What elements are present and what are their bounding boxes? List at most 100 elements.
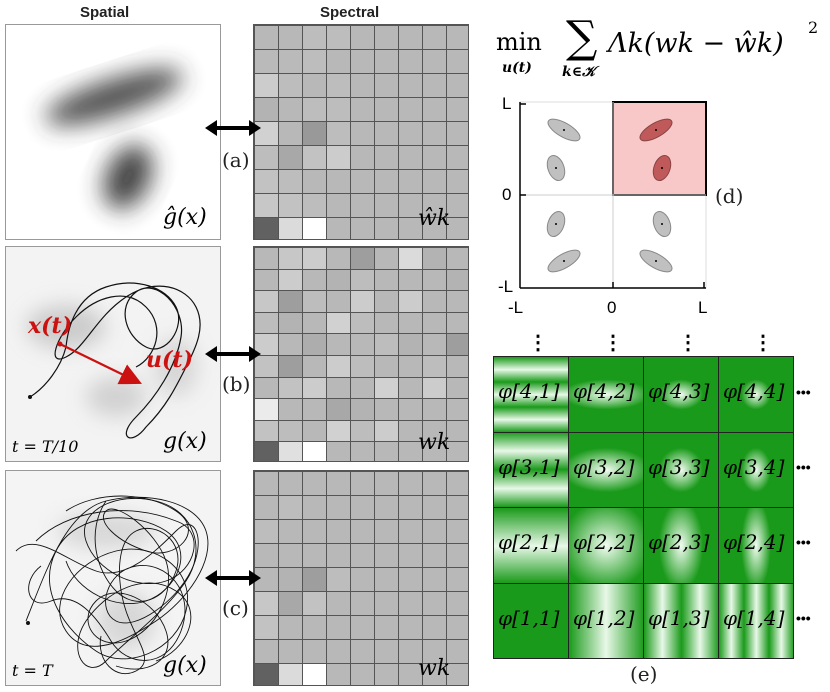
spectral-cell (302, 639, 327, 664)
spectral-grid-c (253, 470, 469, 686)
basis-label: φ[2,3] (648, 530, 710, 554)
spectral-cell (374, 97, 399, 122)
spectral-cell (374, 145, 399, 170)
basis-cell: φ[3,1] (493, 431, 569, 508)
double-arrow-icon-a (205, 120, 261, 136)
spectral-cell (374, 193, 399, 218)
spectral-cell (446, 169, 468, 194)
y-tick-top: L (502, 94, 512, 113)
spectral-cell (278, 441, 303, 461)
spectral-cell (350, 495, 375, 520)
spectral-cell (326, 25, 351, 50)
spectral-cell (422, 333, 447, 356)
spectral-cell (374, 591, 399, 616)
spectral-cell (398, 567, 423, 592)
spectral-cell (350, 169, 375, 194)
spectral-cell (422, 97, 447, 122)
basis-label: φ[1,2] (573, 605, 635, 630)
spectral-cell (374, 217, 399, 239)
spectral-cell (374, 495, 399, 520)
basis-label: φ[3,2] (573, 454, 635, 479)
spectral-cell (350, 519, 375, 544)
spectral-cell (446, 441, 468, 461)
spectral-cell (326, 376, 351, 400)
spectral-cell (326, 169, 351, 194)
spectral-grid-a (253, 24, 469, 240)
spectral-cell (446, 145, 468, 170)
what-label: ŵk (418, 206, 451, 231)
target-distribution-image (45, 68, 183, 210)
basis-cell: φ[2,4] (718, 507, 794, 584)
spectral-cell (278, 615, 303, 640)
tag-b: (b) (222, 372, 251, 396)
spectral-cell (350, 268, 375, 292)
spectral-cell (422, 543, 447, 568)
spectral-cell (254, 471, 279, 496)
spectral-cell (302, 193, 327, 218)
spectral-cell (422, 247, 447, 270)
spectral-cell (278, 471, 303, 496)
formula-sum-sub: k∈𝒦 (562, 64, 596, 80)
spectral-cell (302, 355, 327, 378)
spectral-cell (374, 73, 399, 98)
y-tick-mid: 0 (502, 185, 512, 204)
basis-label: φ[4,3] (648, 379, 710, 403)
spectral-cell (398, 355, 423, 378)
spectral-cell (374, 268, 399, 292)
spectral-cell (326, 495, 351, 520)
spectral-cell (350, 639, 375, 664)
basis-cell: φ[2,3] (643, 507, 719, 584)
spectral-cell (422, 121, 447, 146)
spectral-cell (254, 193, 279, 218)
spectral-cell (398, 615, 423, 640)
basis-label: φ[2,2] (573, 530, 635, 554)
x-tick-right: L (698, 298, 708, 317)
spectral-cell (254, 268, 279, 292)
spectral-cell (350, 376, 375, 400)
spectral-cell (278, 519, 303, 544)
spectral-cell (446, 311, 468, 335)
spectral-cell (278, 193, 303, 218)
spectral-cell (302, 615, 327, 640)
spectral-cell (326, 311, 351, 335)
spectral-grid-b (253, 246, 469, 462)
spectral-cell (374, 121, 399, 146)
spectral-cell (254, 49, 279, 74)
spectral-cell (326, 398, 351, 421)
spectral-cell (422, 567, 447, 592)
spectral-cell (302, 567, 327, 592)
y-tick-bottom: -L (498, 277, 514, 296)
spectral-cell (278, 398, 303, 421)
spectral-cell (374, 615, 399, 640)
spectral-cell (326, 121, 351, 146)
spectral-cell (302, 268, 327, 292)
spectral-cell (254, 543, 279, 568)
spectral-cell (254, 495, 279, 520)
basis-cell: φ[4,3] (643, 356, 719, 433)
spectral-cell (446, 247, 468, 270)
spectral-cell (446, 355, 468, 378)
spectral-cell (302, 591, 327, 616)
spectral-cell (350, 591, 375, 616)
basis-function-grid: φ[4,1] φ[4,2] φ[4,3] φ[4,4] φ[3,1] φ[3,2] φ[3,… (493, 356, 794, 659)
spectral-cell (254, 398, 279, 421)
spectral-cell (446, 615, 468, 640)
spectral-cell (350, 247, 375, 270)
spectral-cell (326, 543, 351, 568)
spectral-cell (302, 247, 327, 270)
basis-cell: φ[1,4] (718, 582, 794, 659)
horizontal-ellipsis-icon-2: ••• (796, 459, 811, 475)
spectral-cell (326, 591, 351, 616)
spectral-cell (446, 663, 468, 685)
horizontal-ellipsis-icon-3: ••• (796, 534, 811, 550)
ghat-label: ĝ(x) (163, 205, 207, 230)
spectral-cell (374, 441, 399, 461)
spectral-cell (422, 145, 447, 170)
spectral-cell (302, 290, 327, 313)
spectral-cell (254, 615, 279, 640)
spectral-cell (446, 567, 468, 592)
spectral-cell (302, 217, 327, 239)
spectral-cell (374, 543, 399, 568)
spectral-cell (398, 333, 423, 356)
x-tick-mid: 0 (607, 298, 617, 317)
